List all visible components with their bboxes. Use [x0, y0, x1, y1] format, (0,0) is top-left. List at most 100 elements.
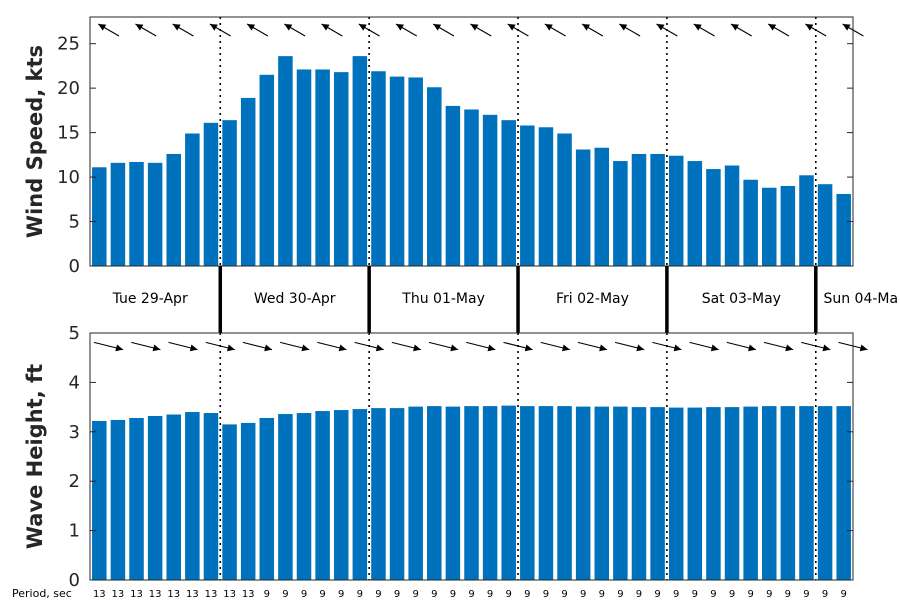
wind-speed-bar — [780, 185, 796, 266]
wind-speed-bar — [743, 179, 758, 266]
wave-height-bar — [296, 413, 312, 580]
direction-arrow-head — [264, 344, 273, 352]
direction-arrow-head — [822, 344, 831, 352]
direction-arrow-head — [582, 24, 591, 31]
period-value: 13 — [93, 589, 106, 600]
period-value: 13 — [130, 589, 143, 600]
wave-height-bar — [389, 408, 405, 580]
direction-arrow-head — [487, 344, 496, 352]
wave-height-bar — [761, 406, 777, 580]
wind-speed-bar — [631, 153, 647, 266]
period-value: 9 — [729, 589, 735, 600]
wave-height-bar — [333, 410, 349, 580]
period-value: 13 — [112, 589, 125, 600]
wind-speed-bar — [185, 133, 200, 266]
direction-arrow-head — [152, 344, 161, 352]
period-value: 9 — [282, 589, 288, 600]
direction-arrow-head — [656, 24, 665, 31]
wave-height-bar — [129, 417, 144, 580]
period-value: 13 — [186, 589, 199, 600]
direction-arrow-head — [172, 24, 181, 31]
direction-arrow-head — [636, 344, 645, 352]
wave-height-bar — [520, 406, 535, 580]
direction-arrow-head — [226, 344, 235, 352]
wave-height-panel: 0 1 2 3 4 5 Wave Height, ft Period, sec 13 13 13 13… — [12, 323, 868, 600]
direction-arrow-head — [730, 24, 739, 31]
period-value: 9 — [524, 589, 530, 600]
direction-arrow-head — [507, 24, 516, 31]
direction-arrow-head — [785, 344, 794, 352]
direction-arrow-head — [673, 344, 682, 352]
direction-arrow-head — [395, 24, 404, 31]
wind-speed-bar — [687, 161, 703, 266]
wave-height-bar — [836, 406, 851, 580]
wind-speed-bar — [613, 161, 628, 266]
period-value: 9 — [766, 589, 772, 600]
wind-speed-bar — [278, 56, 293, 266]
direction-arrow-head — [375, 344, 384, 352]
wave-height-bar — [371, 408, 386, 580]
wind-speed-bar — [352, 56, 368, 266]
wave-height-bar — [259, 417, 275, 580]
period-value: 9 — [599, 589, 605, 600]
wave-height-bar — [631, 407, 647, 580]
direction-arrow-head — [209, 24, 218, 31]
y-tick-label: 2 — [69, 471, 80, 492]
period-value: 9 — [617, 589, 623, 600]
wave-height-bar — [817, 406, 833, 580]
wind-speed-bar — [371, 71, 386, 266]
wind-speed-panel: 0 5 10 15 20 25 Wind Speed, kts — [23, 16, 864, 277]
direction-arrow-head — [247, 24, 256, 31]
wind-speed-bar — [315, 69, 330, 266]
wave-height-bar — [668, 407, 684, 580]
period-value: 9 — [785, 589, 791, 600]
period-value: 9 — [394, 589, 400, 600]
direction-arrow-head — [338, 344, 347, 352]
direction-arrow-head — [433, 24, 442, 31]
wind-speed-bar — [389, 76, 405, 266]
y-tick-label: 20 — [57, 78, 80, 99]
wave-height-bar — [482, 406, 498, 580]
wave-height-bar — [538, 406, 554, 580]
direction-arrow-head — [189, 344, 198, 352]
y-tick-label: 0 — [69, 570, 80, 591]
period-value: 9 — [636, 589, 642, 600]
period-value: 9 — [301, 589, 307, 600]
wind-speed-bar — [203, 122, 219, 266]
day-label: Thu 01-May — [401, 291, 485, 307]
wind-speed-bar — [445, 105, 461, 266]
wave-height-bar — [575, 406, 591, 580]
wind-speed-bar — [706, 169, 721, 266]
wave-height-bar — [222, 424, 237, 580]
direction-arrow-head — [321, 24, 330, 31]
wave-height-bar — [724, 407, 740, 580]
period-value: 13 — [223, 589, 236, 600]
wave-height-bar — [445, 406, 461, 580]
wind-speed-axes-box — [89, 16, 854, 267]
period-value: 9 — [543, 589, 549, 600]
wind-speed-bar — [147, 162, 163, 266]
wind-speed-bar — [668, 155, 684, 266]
wind-speed-bar — [520, 125, 535, 266]
day-label: Tue 29-Apr — [112, 291, 188, 307]
y-tick-label: 25 — [57, 34, 80, 55]
wind-speed-bar — [817, 184, 833, 266]
direction-arrow-head — [135, 24, 144, 31]
wave-height-bar — [687, 407, 703, 580]
direction-arrow-head — [470, 24, 479, 31]
wave-height-bar — [203, 413, 219, 580]
period-value: 9 — [654, 589, 660, 600]
period-value: 9 — [747, 589, 753, 600]
period-value: 9 — [375, 589, 381, 600]
direction-arrow-head — [413, 344, 421, 352]
wave-height-bar — [166, 414, 182, 580]
wave-height-bar — [185, 412, 200, 580]
wave-height-bar — [278, 414, 293, 580]
wave-height-bar — [408, 406, 423, 580]
period-value: 9 — [561, 589, 567, 600]
direction-arrow-head — [544, 24, 553, 31]
direction-arrow-head — [524, 344, 533, 352]
period-value: 9 — [710, 589, 716, 600]
